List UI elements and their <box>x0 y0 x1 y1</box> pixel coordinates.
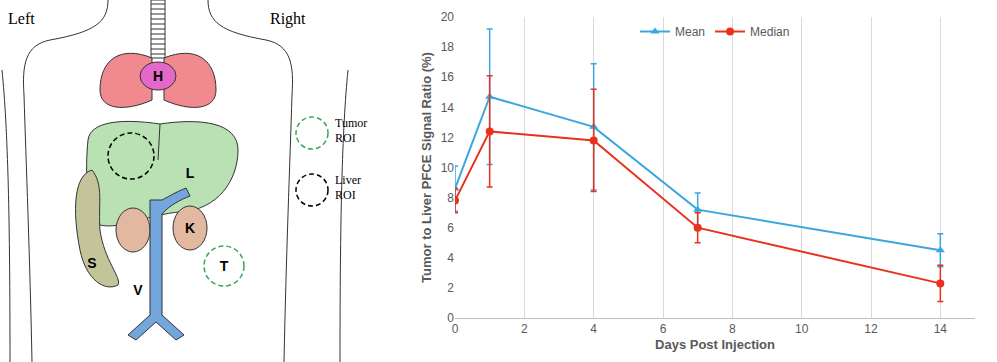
svg-text:Median: Median <box>750 25 789 39</box>
svg-text:8: 8 <box>729 322 736 336</box>
svg-text:20: 20 <box>441 10 455 24</box>
svg-text:18: 18 <box>441 40 455 54</box>
svg-text:0: 0 <box>447 311 454 325</box>
svg-text:0: 0 <box>452 322 459 336</box>
svg-text:T: T <box>220 258 229 274</box>
svg-text:V: V <box>133 282 143 298</box>
svg-text:Right: Right <box>270 10 306 28</box>
svg-text:8: 8 <box>447 191 454 205</box>
svg-text:2: 2 <box>521 322 528 336</box>
svg-text:6: 6 <box>447 221 454 235</box>
svg-text:10: 10 <box>441 161 455 175</box>
svg-text:Tumor: Tumor <box>335 116 367 130</box>
svg-text:Left: Left <box>8 10 35 27</box>
svg-text:14: 14 <box>934 322 948 336</box>
svg-text:4: 4 <box>590 322 597 336</box>
svg-text:K: K <box>185 220 195 236</box>
svg-text:4: 4 <box>447 251 454 265</box>
svg-text:12: 12 <box>441 131 455 145</box>
svg-text:2: 2 <box>447 281 454 295</box>
svg-text:16: 16 <box>441 70 455 84</box>
svg-text:S: S <box>87 255 96 271</box>
svg-text:ROI: ROI <box>335 188 356 202</box>
svg-text:Days Post Injection: Days Post Injection <box>655 337 775 352</box>
svg-text:ROI: ROI <box>335 131 356 145</box>
svg-text:14: 14 <box>441 101 455 115</box>
svg-text:Tumor to Liver PFCE Signal Rat: Tumor to Liver PFCE Signal Ratio (%) <box>419 52 434 283</box>
svg-text:Liver: Liver <box>335 173 361 187</box>
svg-text:12: 12 <box>864 322 878 336</box>
svg-text:10: 10 <box>795 322 809 336</box>
svg-text:6: 6 <box>660 322 667 336</box>
svg-text:L: L <box>186 165 195 181</box>
svg-text:H: H <box>153 68 163 84</box>
svg-text:Mean: Mean <box>675 25 705 39</box>
